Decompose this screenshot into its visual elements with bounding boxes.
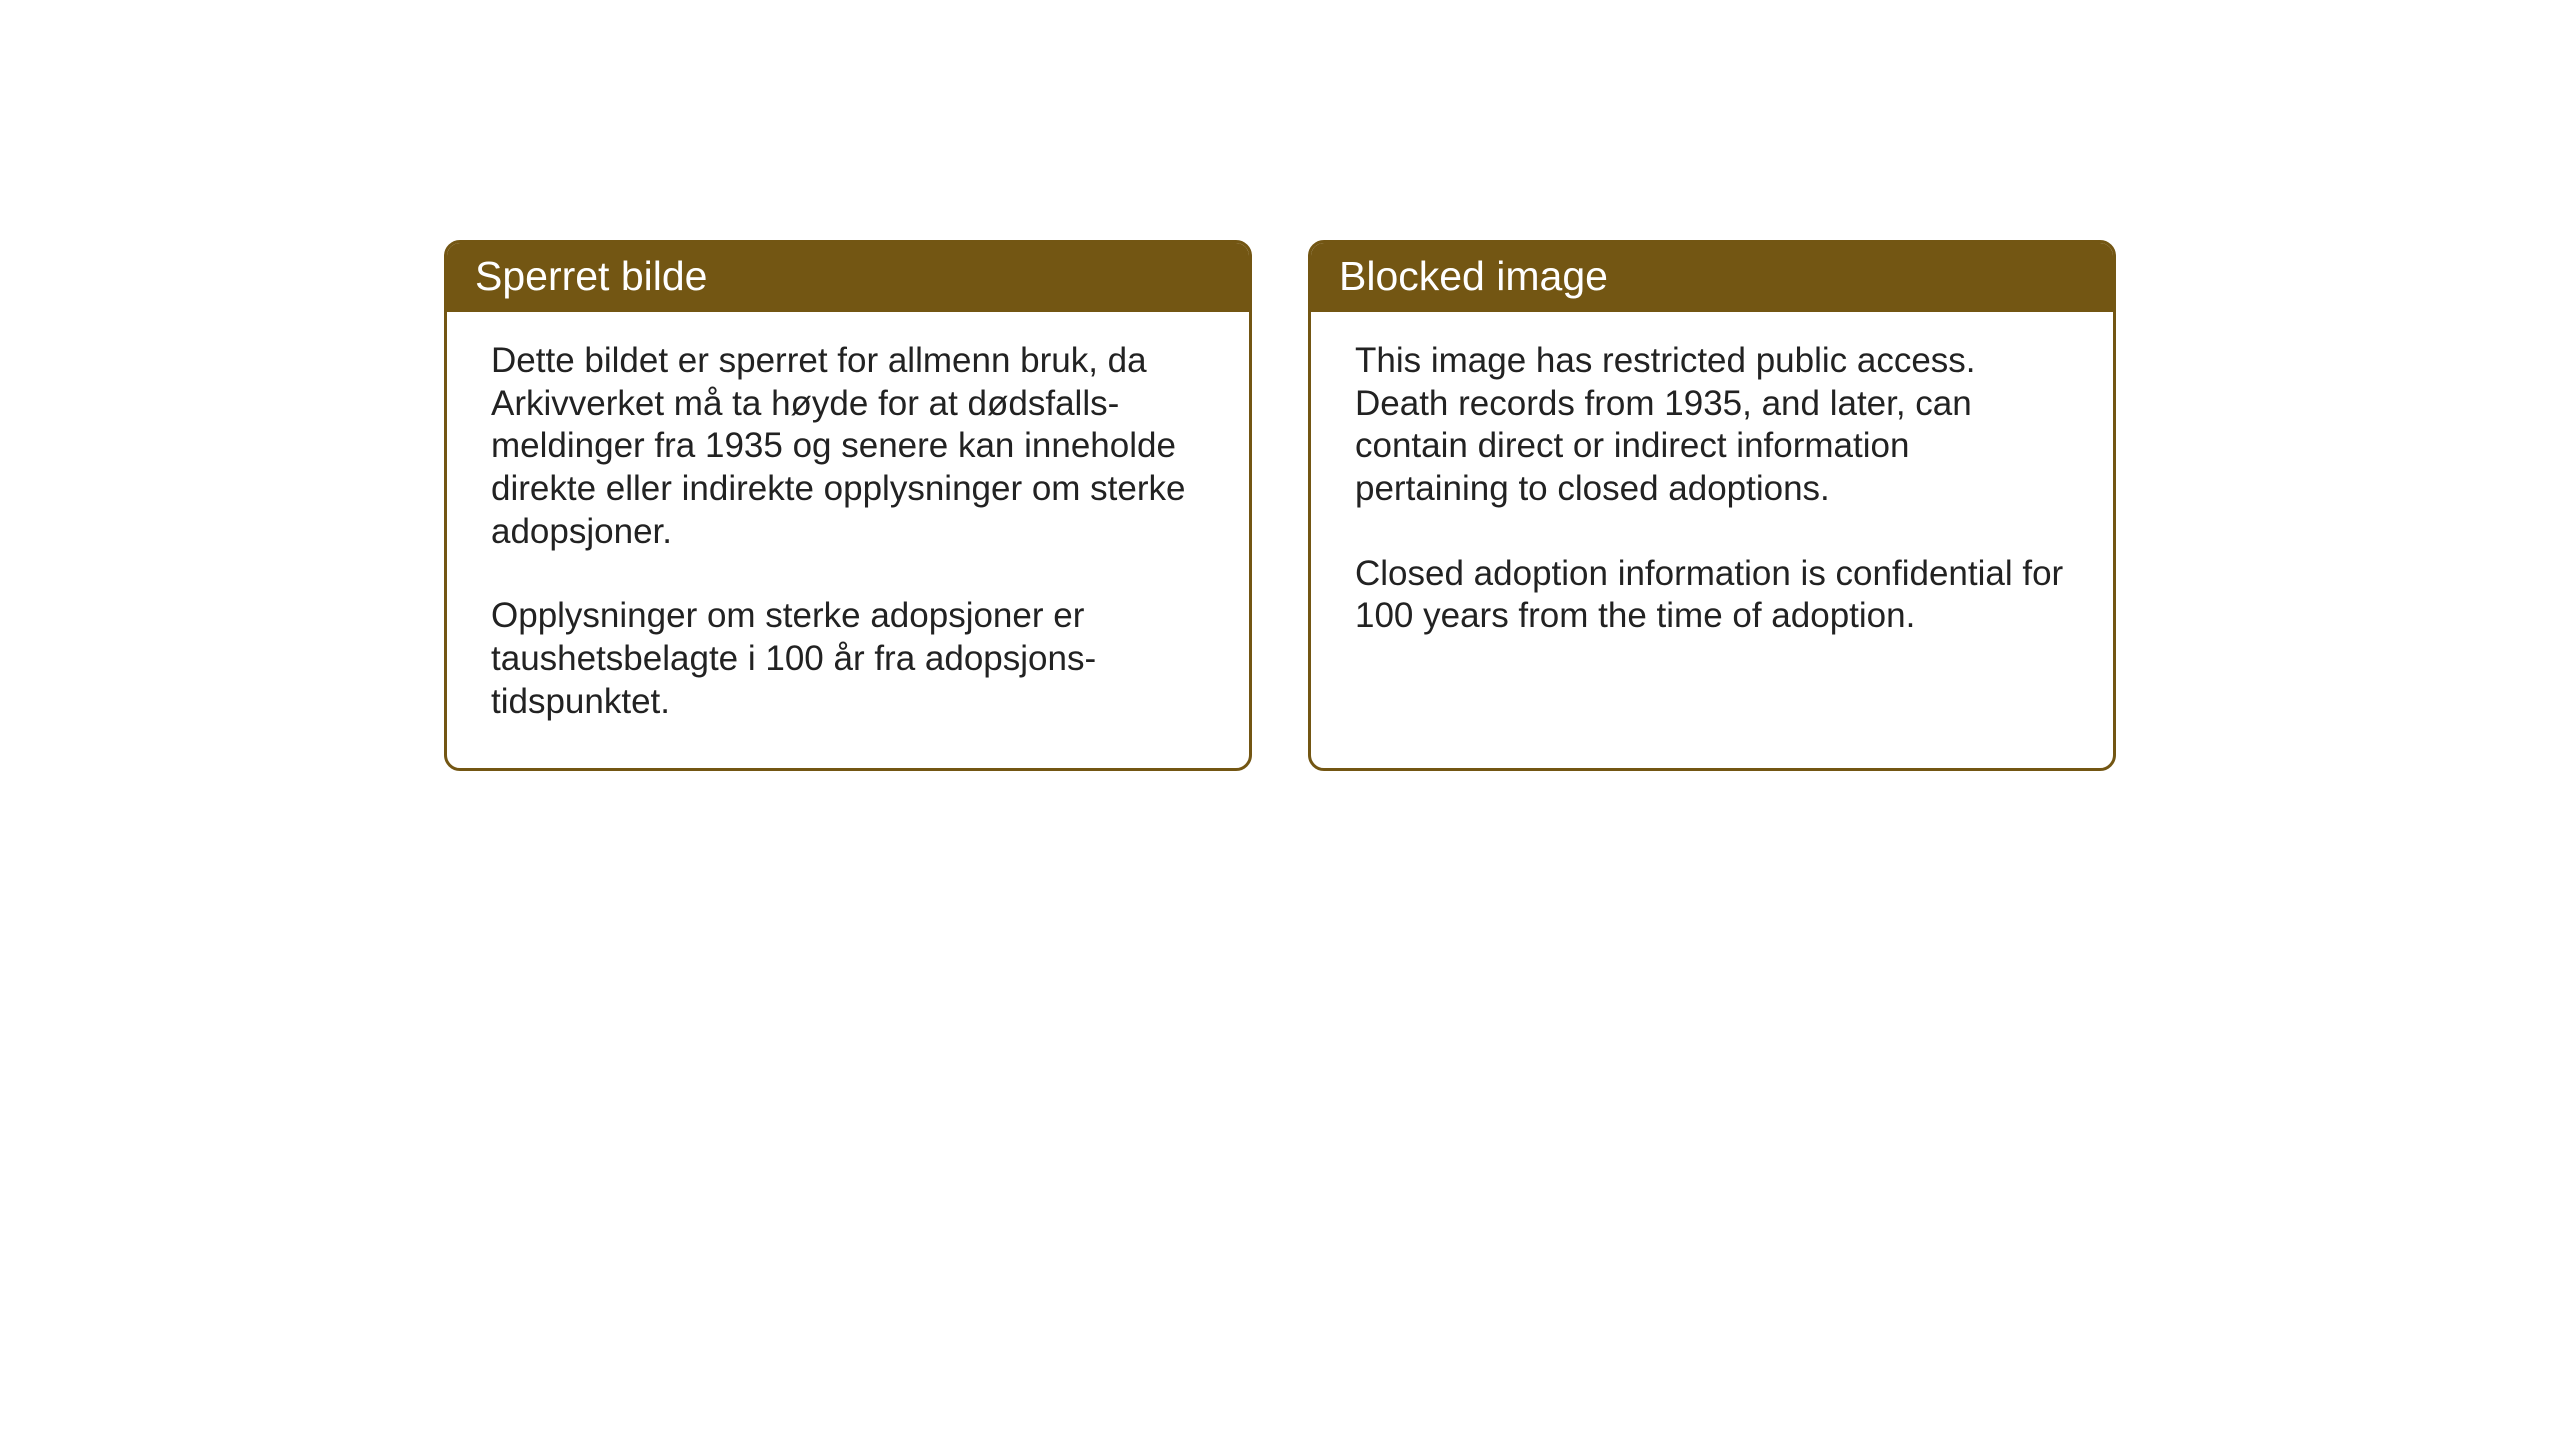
notice-card-norwegian: Sperret bilde Dette bildet er sperret fo… (444, 240, 1252, 771)
notice-paragraph-2-english: Closed adoption information is confident… (1355, 553, 2069, 638)
notice-paragraph-2-norwegian: Opplysninger om sterke adopsjoner er tau… (491, 595, 1205, 723)
notice-title-english: Blocked image (1311, 243, 2113, 312)
notice-body-norwegian: Dette bildet er sperret for allmenn bruk… (447, 312, 1249, 768)
notice-paragraph-1-english: This image has restricted public access.… (1355, 340, 2069, 511)
notice-card-english: Blocked image This image has restricted … (1308, 240, 2116, 771)
notice-body-english: This image has restricted public access.… (1311, 312, 2113, 768)
notice-paragraph-1-norwegian: Dette bildet er sperret for allmenn bruk… (491, 340, 1205, 553)
notice-container: Sperret bilde Dette bildet er sperret fo… (444, 240, 2116, 771)
notice-title-norwegian: Sperret bilde (447, 243, 1249, 312)
